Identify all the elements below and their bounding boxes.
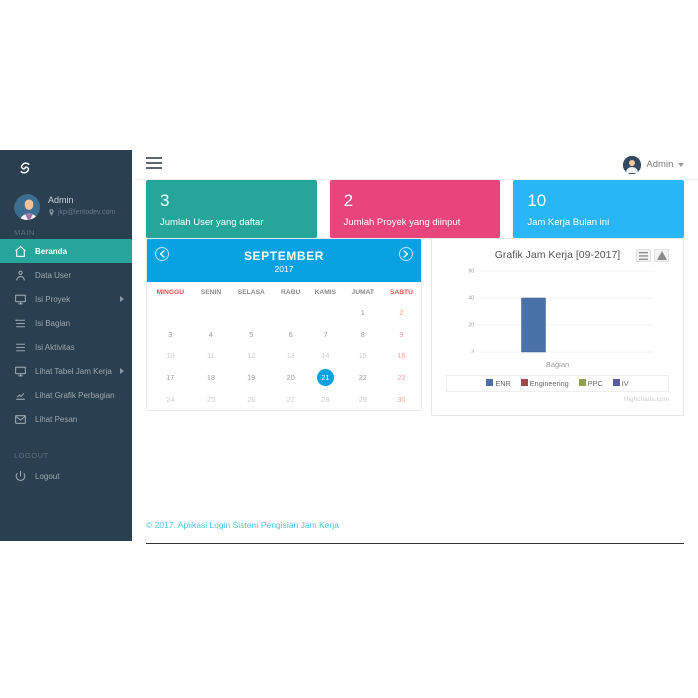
svg-text:60: 60: [468, 269, 474, 275]
svg-text:3: 3: [471, 350, 474, 354]
svg-text:40: 40: [468, 296, 474, 302]
svg-text:20: 20: [468, 323, 474, 329]
